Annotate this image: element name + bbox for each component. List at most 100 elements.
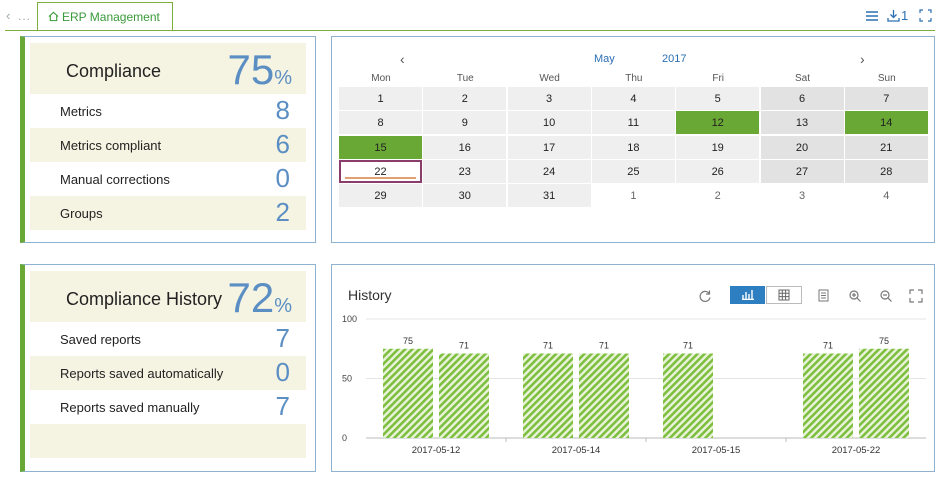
calendar-day[interactable]: 24	[507, 159, 591, 183]
calendar-prev-button[interactable]: ‹	[400, 51, 405, 67]
bar	[803, 353, 853, 438]
kpi-row-reports-saved-manually: Reports saved manually 7	[30, 390, 306, 424]
kpi-value: 7	[275, 323, 290, 353]
calendar-day[interactable]: 1	[591, 184, 675, 208]
bar-value-label: 71	[459, 341, 469, 351]
calendar-day[interactable]: 30	[423, 184, 507, 208]
kpi-value: 6	[275, 129, 290, 159]
weekday-tue: Tue	[456, 73, 474, 84]
calendar-next-button[interactable]: ›	[860, 51, 865, 67]
calendar-day[interactable]: 3	[507, 87, 591, 110]
kpi-row-groups: Groups 2	[30, 196, 306, 230]
calendar-day[interactable]: 9	[423, 111, 507, 135]
calendar-day[interactable]: 21	[844, 135, 928, 159]
kpi-label: Saved reports	[60, 332, 141, 347]
bar	[439, 353, 489, 438]
compliance-history-title: Compliance History	[66, 289, 223, 309]
zoom-in-icon[interactable]	[848, 289, 862, 303]
chevron-left-icon[interactable]: ‹	[6, 8, 11, 23]
compliance-panel: Compliance 75% Metrics 8 Metrics complia…	[20, 36, 316, 243]
compliance-history-panel: Compliance History 72% Saved reports 7 R…	[20, 264, 316, 472]
calendar-day[interactable]: 15	[339, 135, 422, 159]
calendar-day[interactable]: 14	[844, 111, 928, 135]
calendar-day[interactable]: 20	[760, 135, 844, 159]
kpi-row-reports-saved-automatically: Reports saved automatically 0	[30, 356, 306, 390]
compliance-percent: 75%	[227, 46, 292, 93]
top-bar: ‹ ... ERP Management 1	[0, 0, 940, 32]
weekday-thu: Thu	[625, 73, 643, 84]
calendar-year[interactable]: 2017	[662, 53, 687, 65]
kpi-row-manual-corrections: Manual corrections 0	[30, 162, 306, 196]
tab-erp-management[interactable]: ERP Management	[37, 2, 173, 30]
weekday-sat: Sat	[794, 73, 810, 84]
calendar-day[interactable]: 2	[423, 87, 507, 110]
calendar-day[interactable]: 5	[676, 87, 760, 110]
tab-label: ERP Management	[62, 10, 160, 24]
bar-value-label: 71	[599, 341, 609, 351]
expand-icon[interactable]	[919, 9, 932, 22]
weekday-wed: Wed	[539, 73, 560, 84]
calendar-day[interactable]: 2	[676, 184, 760, 208]
list-icon[interactable]	[818, 289, 829, 302]
calendar-day[interactable]: 28	[844, 159, 928, 183]
calendar-panel: ‹ May 2017 › Mon Tue Wed Thu Fri Sat Sun 1 2 3 4 5 6…	[331, 36, 935, 243]
calendar-day[interactable]: 29	[339, 184, 422, 208]
calendar-day[interactable]: 6	[760, 87, 844, 110]
zoom-out-icon[interactable]	[879, 289, 893, 303]
calendar-day[interactable]: 11	[591, 111, 675, 135]
kpi-value: 0	[275, 163, 290, 193]
kpi-label: Metrics compliant	[60, 138, 162, 153]
x-tick-label: 2017-05-14	[552, 445, 601, 456]
kpi-label: Groups	[60, 206, 103, 221]
kpi-label: Metrics	[60, 104, 102, 119]
kpi-value: 7	[275, 391, 290, 421]
download-icon[interactable]	[887, 9, 900, 22]
weekday-sun: Sun	[877, 73, 896, 84]
calendar-day[interactable]: 7	[844, 87, 928, 110]
calendar-day[interactable]: 4	[844, 184, 928, 208]
calendar-day[interactable]: 27	[760, 159, 844, 183]
calendar-day[interactable]: 23	[423, 159, 507, 183]
calendar-day[interactable]: 18	[591, 135, 675, 159]
bar-chart-view-button[interactable]	[730, 286, 765, 304]
calendar-day[interactable]: 1	[339, 87, 422, 110]
refresh-icon[interactable]	[698, 289, 712, 303]
kpi-row-metrics-compliant: Metrics compliant 6	[30, 128, 306, 162]
bar	[523, 353, 573, 438]
breadcrumb-ellipsis[interactable]: ...	[18, 9, 32, 23]
calendar-day[interactable]: 12	[676, 111, 760, 135]
download-count: 1	[901, 8, 909, 23]
bar-chart-icon	[741, 290, 754, 301]
kpi-row-metrics: Metrics 8	[30, 94, 306, 128]
calendar-day[interactable]: 22	[339, 159, 422, 183]
bar	[383, 348, 433, 438]
tab-underline	[5, 30, 935, 31]
calendar-day[interactable]: 16	[423, 135, 507, 159]
table-view-button[interactable]	[766, 286, 802, 304]
calendar-day[interactable]: 19	[676, 135, 760, 159]
y-tick-label: 50	[342, 374, 352, 384]
calendar-day[interactable]: 13	[760, 111, 844, 135]
hamburger-menu-icon[interactable]	[865, 10, 879, 22]
calendar-day[interactable]: 3	[760, 184, 844, 208]
kpi-value: 0	[275, 357, 290, 387]
fullscreen-icon[interactable]	[909, 289, 923, 303]
weekday-fri: Fri	[712, 73, 725, 84]
kpi-value: 2	[275, 197, 290, 227]
calendar-month[interactable]: May	[594, 53, 615, 65]
compliance-header: Compliance 75%	[30, 43, 306, 94]
history-chart-panel: History 0 50 100 2017-05-12 2017-05-14 2017-0…	[331, 264, 935, 472]
bar-value-label: 75	[403, 336, 413, 346]
kpi-row-saved-reports: Saved reports 7	[30, 322, 306, 356]
calendar-day[interactable]: 17	[507, 135, 591, 159]
calendar-day[interactable]: 8	[339, 111, 422, 135]
calendar-day[interactable]: 31	[507, 184, 591, 208]
calendar-day[interactable]: 25	[591, 159, 675, 183]
kpi-label: Reports saved manually	[60, 400, 200, 415]
calendar-day[interactable]: 4	[591, 87, 675, 110]
bar	[663, 353, 713, 438]
calendar-day[interactable]: 10	[507, 111, 591, 135]
calendar-day[interactable]: 26	[676, 159, 760, 183]
home-icon	[48, 11, 59, 22]
toolbar: 1	[865, 8, 940, 26]
